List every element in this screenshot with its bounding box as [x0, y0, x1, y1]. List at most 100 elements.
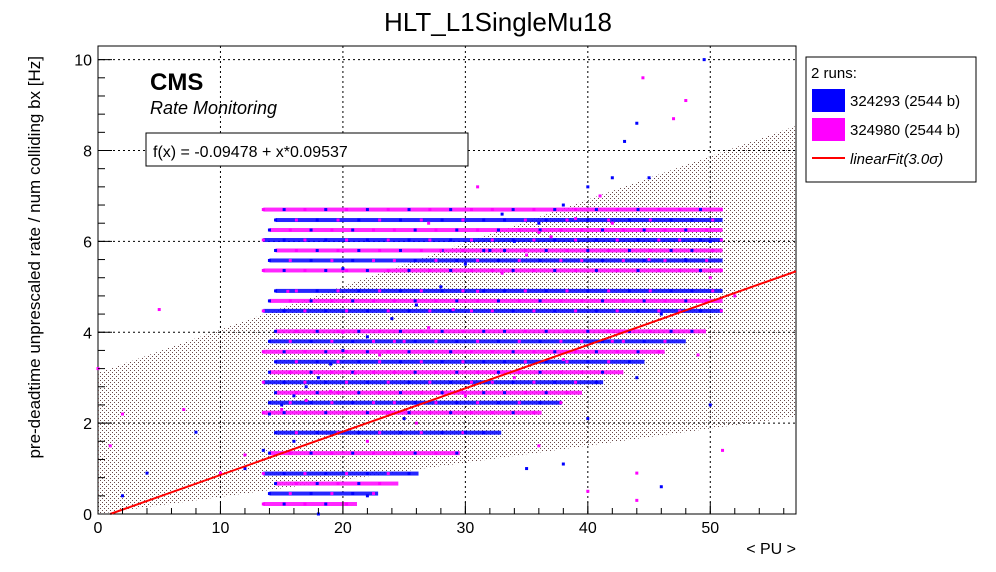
- x-tick-label: 0: [94, 520, 103, 537]
- dense-point: [496, 258, 500, 262]
- y-tick-label: 6: [83, 234, 92, 251]
- dense-point: [532, 350, 536, 354]
- dense-point: [544, 391, 548, 395]
- x-axis-ticks: 0 10 20 30 40 50: [94, 502, 785, 537]
- dense-point: [559, 299, 563, 303]
- dense-point: [636, 268, 640, 272]
- data-point: [702, 58, 706, 62]
- dense-point: [392, 299, 396, 303]
- dense-point: [565, 248, 569, 252]
- dense-point: [636, 238, 640, 242]
- dense-point: [303, 238, 307, 242]
- cms-label: CMS: [150, 69, 203, 96]
- dense-point: [378, 248, 382, 252]
- dense-point: [345, 238, 349, 242]
- dense-point: [574, 309, 578, 313]
- data-point: [329, 362, 333, 366]
- dense-point: [309, 370, 313, 374]
- dense-row: [275, 359, 645, 364]
- data-point: [353, 371, 357, 375]
- data-point: [280, 403, 284, 407]
- data-point: [500, 271, 504, 275]
- dense-point: [482, 218, 486, 222]
- dense-point: [407, 350, 411, 354]
- dense-point: [642, 339, 646, 343]
- dense-point: [267, 339, 271, 343]
- dense-point: [648, 329, 652, 333]
- dense-point: [580, 228, 584, 232]
- dense-row: [263, 349, 665, 354]
- dense-point: [553, 208, 557, 212]
- data-point: [476, 185, 480, 189]
- dense-point: [574, 268, 578, 272]
- dense-point: [309, 258, 313, 262]
- dense-row: [269, 228, 723, 233]
- data-point: [463, 430, 467, 434]
- dense-point: [407, 268, 411, 272]
- dense-point: [294, 218, 298, 222]
- dense-point: [274, 360, 278, 364]
- y-tick-label: 0: [83, 507, 92, 524]
- dense-point: [261, 350, 265, 354]
- dense-point: [684, 228, 688, 232]
- dense-point: [538, 258, 542, 262]
- dense-point: [490, 411, 494, 415]
- dense-point: [330, 492, 334, 496]
- data-point: [292, 394, 296, 398]
- dense-point: [372, 299, 376, 303]
- data-points: [96, 58, 737, 516]
- dense-point: [434, 401, 438, 405]
- dense-point: [496, 339, 500, 343]
- dense-point: [663, 299, 667, 303]
- dense-point: [503, 289, 507, 293]
- data-point: [549, 235, 553, 239]
- dense-point: [711, 218, 715, 222]
- dense-point: [378, 218, 382, 222]
- dense-point: [324, 208, 328, 212]
- data-point: [696, 353, 700, 357]
- dense-point: [434, 370, 438, 374]
- dense-point: [663, 228, 667, 232]
- dense-point: [461, 329, 465, 333]
- dense-point: [511, 208, 515, 212]
- dense-point: [413, 299, 417, 303]
- dense-point: [496, 299, 500, 303]
- data-point: [439, 248, 443, 252]
- dense-point: [398, 329, 402, 333]
- dense-point: [392, 370, 396, 374]
- dense-point: [559, 228, 563, 232]
- dense-point: [336, 248, 340, 252]
- dense-point: [476, 339, 480, 343]
- data-point: [402, 339, 406, 343]
- dense-point: [345, 380, 349, 384]
- dense-point: [398, 218, 402, 222]
- data-point: [586, 185, 590, 189]
- data-point: [635, 121, 639, 125]
- dense-point: [386, 238, 390, 242]
- y-tick-label: 8: [83, 144, 92, 161]
- dense-point: [669, 329, 673, 333]
- dense-point: [345, 472, 349, 476]
- y-tick-label: 4: [83, 325, 92, 342]
- dense-point: [553, 350, 557, 354]
- dense-point: [372, 492, 376, 496]
- dense-point: [469, 411, 473, 415]
- dense-point: [294, 431, 298, 435]
- dense-point: [288, 228, 292, 232]
- dense-point: [594, 380, 598, 384]
- data-point: [267, 412, 271, 416]
- dense-point: [315, 360, 319, 364]
- dense-point: [261, 411, 265, 415]
- dense-point: [565, 329, 569, 333]
- data-point: [365, 335, 369, 339]
- dense-point: [642, 299, 646, 303]
- dense-point: [503, 360, 507, 364]
- dense-point: [449, 208, 453, 212]
- dense-point: [482, 289, 486, 293]
- dense-point: [336, 482, 340, 486]
- data-point: [708, 276, 712, 280]
- data-point: [292, 439, 296, 443]
- dense-row: [269, 451, 460, 456]
- dense-point: [365, 268, 369, 272]
- dense-point: [586, 329, 590, 333]
